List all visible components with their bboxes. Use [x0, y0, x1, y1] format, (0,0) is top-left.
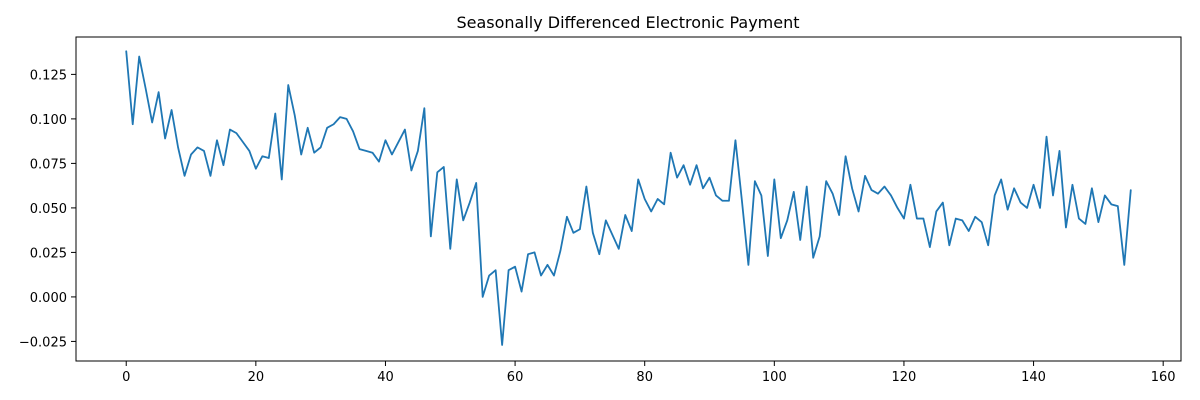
y-tick-label: 0.000 — [30, 291, 67, 306]
x-tick-label: 80 — [636, 370, 653, 385]
y-tick-label: −0.025 — [19, 335, 67, 350]
x-tick-label: 120 — [892, 370, 917, 385]
plot-frame — [75, 36, 1182, 362]
x-tick-label: 100 — [762, 370, 787, 385]
x-axis: 0 20 40 60 80 100 120 140 160 — [122, 361, 1176, 385]
y-axis: −0.025 0.000 0.025 0.050 0.075 0.100 0.125 — [19, 68, 76, 350]
x-tick-label: 60 — [507, 370, 524, 385]
x-tick-label: 160 — [1151, 370, 1176, 385]
y-tick-label: 0.075 — [30, 157, 67, 172]
chart-title: Seasonally Differenced Electronic Paymen… — [456, 13, 799, 32]
x-tick-label: 140 — [1021, 370, 1046, 385]
y-tick-label: 0.050 — [30, 202, 67, 217]
y-tick-label: 0.025 — [30, 246, 67, 261]
y-tick-label: 0.125 — [30, 68, 67, 83]
series-line — [125, 50, 1132, 346]
x-tick-label: 0 — [122, 370, 130, 385]
x-tick-label: 20 — [248, 370, 265, 385]
y-tick-label: 0.100 — [30, 113, 67, 128]
x-tick-label: 40 — [377, 370, 394, 385]
